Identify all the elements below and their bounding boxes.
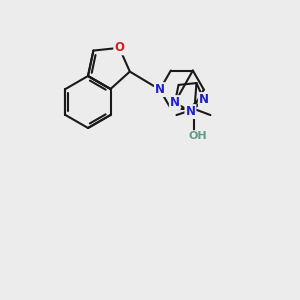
Text: N: N [170, 96, 180, 109]
Text: N: N [199, 93, 209, 106]
Text: O: O [114, 41, 124, 54]
Text: OH: OH [188, 131, 207, 141]
Text: N: N [185, 105, 195, 118]
Text: N: N [155, 83, 165, 96]
